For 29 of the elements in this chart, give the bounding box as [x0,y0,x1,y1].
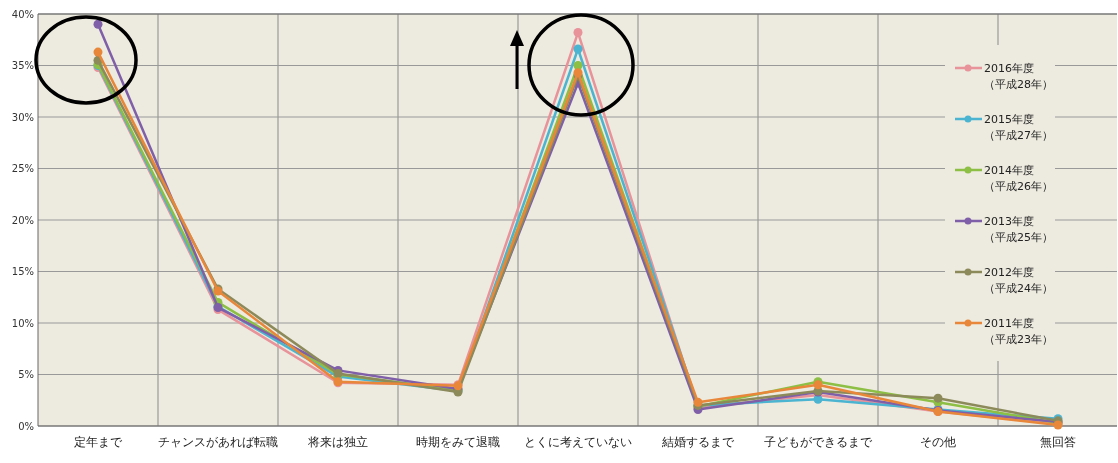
y-tick-label: 40% [11,8,34,20]
y-tick-label: 0% [18,420,34,432]
legend-label: 2013年度（平成25年） [984,215,1053,244]
x-tick-label: その他 [920,435,956,449]
x-tick-label: 無回答 [1040,435,1076,449]
y-tick-label: 30% [11,111,34,123]
legend-label: 2012年度（平成24年） [984,266,1053,295]
x-tick-label: 子どもができるまで [764,435,873,449]
point [573,28,583,38]
y-tick-label: 35% [11,60,34,71]
y-tick-label: 10% [11,317,34,329]
y-tick-label: 15% [11,266,34,277]
x-tick-label: チャンスがあれば転職 [158,435,278,449]
legend-label: 2014年度（平成26年） [984,164,1053,193]
x-tick-label: 時期をみて退職 [416,435,500,449]
x-tick-label: 結婚するまで [661,435,735,449]
point [933,393,943,403]
y-tick-label: 20% [11,214,34,226]
y-tick-label: 25% [11,163,34,174]
x-tick-label: 定年まで [74,435,123,449]
point [573,44,583,54]
y-tick-label: 5% [18,369,34,380]
x-tick-label: 将来は独立 [307,435,368,449]
point [93,47,103,57]
legend-label: 2016年度（平成28年） [984,62,1053,91]
legend-label: 2011年度（平成23年） [984,317,1053,346]
point [93,19,103,29]
legend-label: 2015年度（平成27年） [984,113,1053,142]
x-tick-label: とくに考えていない [524,435,632,449]
